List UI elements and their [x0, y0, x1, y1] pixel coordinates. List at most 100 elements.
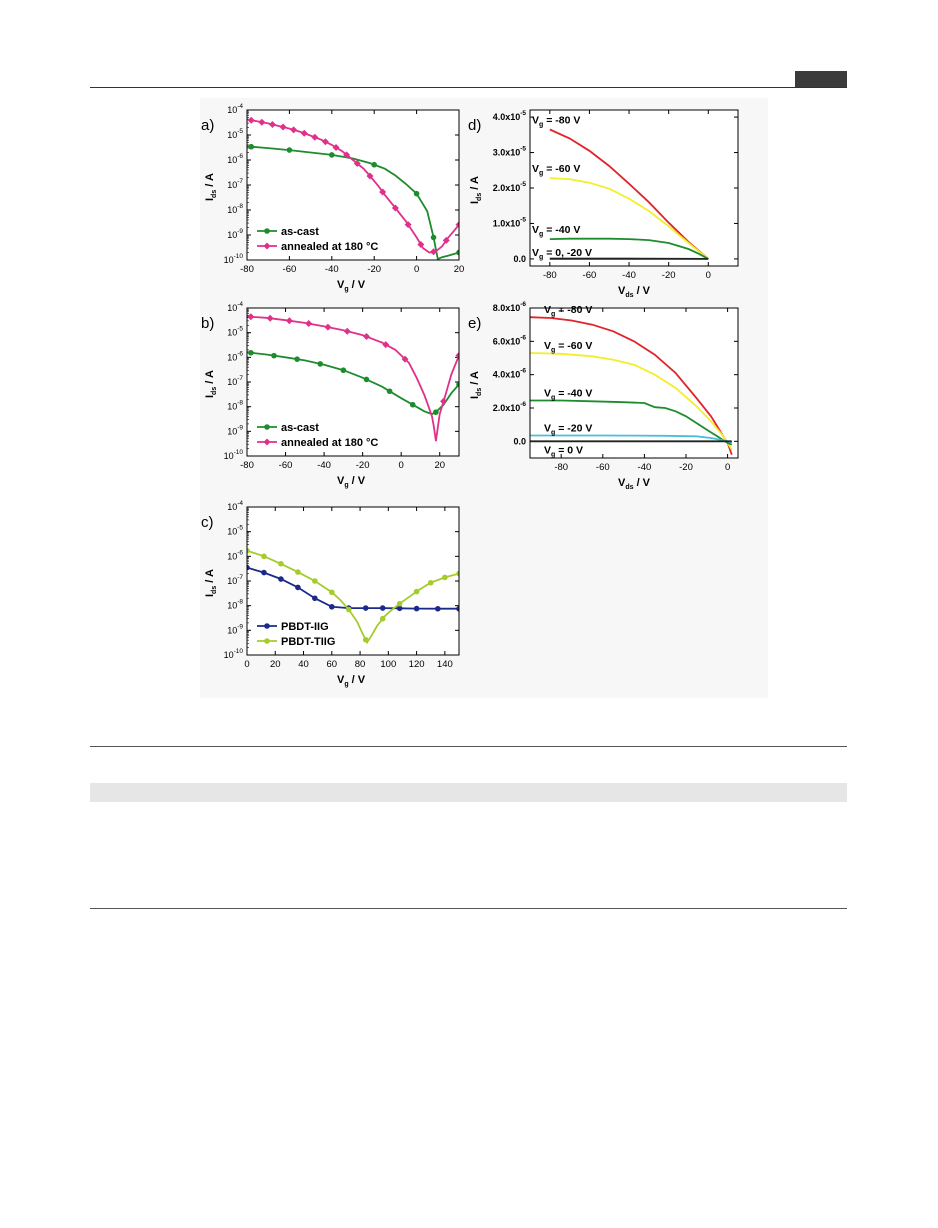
- data-point: [362, 605, 369, 611]
- plot-area: [247, 507, 459, 655]
- x-tick-label: -40: [638, 462, 652, 473]
- x-tick-label: -20: [679, 462, 693, 473]
- chart-c: 0 20 40 60 80 100 120 140 10-10 10-9 10-8 10-7 10-6 1…: [201, 500, 460, 688]
- y-tick-label: 10-4: [227, 301, 243, 313]
- data-point: [413, 190, 420, 197]
- chart-e: -80 -60 -40 -20 0 0.0 2.0x10-6 4.0x10-6 6.0x10-6…: [468, 301, 739, 491]
- data-point: [435, 605, 441, 612]
- curve-label: Vg = -20 V: [544, 423, 592, 437]
- y-tick-label: 10-5: [227, 128, 243, 140]
- y-tick-label: 10-9: [227, 623, 243, 635]
- y-tick-label: 0.0: [513, 254, 526, 264]
- data-point: [311, 133, 319, 141]
- data-point: [268, 120, 276, 128]
- data-point: [353, 159, 361, 167]
- x-axis-label: Vds / V: [618, 477, 651, 491]
- data-point: [391, 204, 399, 212]
- data-point: [247, 313, 255, 321]
- legend-marker: [264, 424, 270, 430]
- data-point: [382, 341, 390, 349]
- y-tick-label: 10-6: [227, 549, 243, 561]
- data-point: [363, 376, 370, 383]
- x-tick-label: 20: [434, 460, 445, 471]
- data-point: [442, 574, 448, 581]
- curve-label: Vg = 0 V: [544, 444, 583, 458]
- figure-svg: -80 -60 -40 -20 0 20 10-10 10-9 10-8 10-7 10-6 10-5…: [201, 103, 739, 688]
- data-point: [404, 221, 412, 229]
- data-point: [343, 327, 351, 335]
- data-point: [278, 576, 284, 582]
- series-line: [549, 128, 709, 260]
- x-tick-label: -40: [325, 264, 339, 275]
- data-point: [261, 553, 267, 560]
- x-tick-label: 60: [327, 659, 338, 670]
- data-point: [430, 248, 438, 256]
- x-axis-label: Vds / V: [618, 285, 651, 299]
- series-group: [549, 128, 709, 260]
- data-point: [321, 138, 329, 146]
- plot-frame: [529, 307, 739, 459]
- x-tick-label: -20: [662, 270, 676, 281]
- series-line: [549, 177, 709, 260]
- legend-label: annealed at 180 °C: [281, 437, 378, 449]
- y-tick-label: 10-6: [227, 153, 243, 165]
- y-tick-label: 10-10: [224, 449, 244, 461]
- data-point: [305, 320, 313, 328]
- data-point: [247, 564, 250, 571]
- x-tick-label: -40: [622, 270, 636, 281]
- y-axis-label: Ids / A: [469, 176, 483, 204]
- data-point: [401, 355, 409, 363]
- y-tick-label: 10-4: [227, 103, 243, 115]
- y-axis-label: Ids / A: [469, 371, 483, 399]
- x-tick-label: 80: [355, 659, 366, 670]
- plot-area: [247, 110, 459, 260]
- y-tick-label: 0.0: [513, 436, 526, 446]
- data-point: [456, 249, 459, 256]
- x-tick-label: 0: [244, 659, 249, 670]
- series-line: [530, 352, 733, 451]
- data-point: [371, 161, 377, 168]
- data-point: [286, 147, 293, 153]
- plot-area: [530, 308, 738, 458]
- data-point: [379, 188, 387, 196]
- data-point: [332, 144, 340, 152]
- x-tick-label: -80: [240, 460, 254, 471]
- data-point: [343, 151, 351, 159]
- data-point: [345, 606, 352, 613]
- x-axis-label: Vg / V: [337, 674, 366, 688]
- data-point: [324, 323, 332, 331]
- y-axis-label: Ids / A: [204, 370, 218, 398]
- chart-d: -80 -60 -40 -20 0 0.0 1.0x10-5 2.0x10-5 3.0x10-5…: [468, 109, 739, 299]
- y-tick-label: 10-7: [227, 375, 243, 387]
- y-axis-label: Ids / A: [204, 569, 218, 597]
- series-group: [247, 313, 459, 442]
- y-tick-label: 10-6: [227, 350, 243, 362]
- series-line: [530, 399, 733, 446]
- chart-a: -80 -60 -40 -20 0 20 10-10 10-9 10-8 10-7 10-6 10-5…: [201, 103, 464, 293]
- data-point: [300, 129, 308, 137]
- data-point: [442, 236, 450, 244]
- data-point: [379, 615, 386, 622]
- series-line: [549, 237, 709, 260]
- table-header-band: [90, 783, 847, 802]
- y-tick-label: 10-7: [227, 178, 243, 190]
- data-point: [456, 570, 459, 577]
- x-tick-label: -80: [554, 462, 568, 473]
- legend-label: PBDT-IIG: [281, 621, 329, 633]
- data-point: [455, 221, 459, 229]
- data-point: [456, 381, 459, 388]
- data-point: [396, 600, 403, 607]
- section-rule-top: [90, 746, 847, 747]
- data-point: [266, 314, 274, 322]
- data-point: [290, 126, 298, 134]
- y-tick-label: 10-8: [227, 203, 243, 215]
- legend-label: as-cast: [281, 226, 319, 238]
- x-tick-label: 0: [725, 462, 730, 473]
- x-tick-label: -80: [240, 264, 254, 275]
- chart-b: -80 -60 -40 -20 0 20 10-10 10-9 10-8 10-7 10-6 10-5…: [201, 301, 460, 489]
- legend-marker: [264, 623, 270, 629]
- data-point: [261, 569, 267, 576]
- x-tick-label: 0: [414, 264, 419, 275]
- data-point: [379, 605, 386, 611]
- series-line: [247, 145, 459, 260]
